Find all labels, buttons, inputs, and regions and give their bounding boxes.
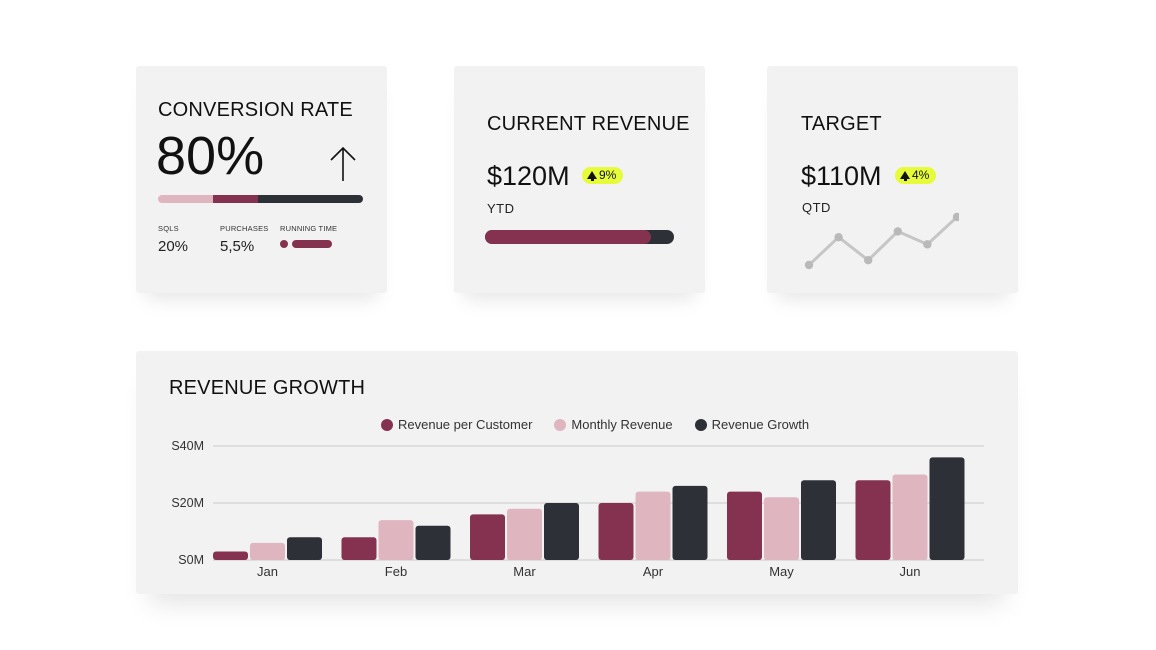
chart-title: REVENUE GROWTH [169,377,366,399]
legend-swatch [694,418,707,431]
revenue-growth-card: REVENUE GROWTH Revenue per Customer Month… [136,351,1018,594]
target-period: QTD [802,200,831,215]
bar [598,503,634,560]
target-amount: $110M [801,161,882,191]
revenue-progress-fill [485,230,652,244]
x-tick-label: May [769,564,794,579]
revenue-progress-track [485,230,674,244]
current-revenue-amount: $120M [487,161,570,191]
legend-label: Revenue per Customer [398,417,533,432]
stat-value-sqls: 20% [158,238,189,255]
legend-label: Revenue Growth [711,417,810,432]
revenue-period: YTD [487,201,515,216]
bar [341,537,377,560]
sparkline-point [834,232,843,242]
stat-label-sqls: SQLS [158,224,179,233]
arrow-up-icon [330,146,356,181]
legend-item: Revenue Growth [694,417,810,432]
bar [250,542,285,560]
chart-legend: Revenue per Customer Monthly Revenue Reven… [381,417,831,434]
conversion-rate-card: CONVERSION RATE 80% SQLS 20% PURCHASES 5… [136,66,387,293]
sparkline-line [807,215,959,267]
bar [764,497,799,560]
stat-label-purchases: PURCHASES [220,224,269,233]
revenue-change-value: 9% [599,168,617,182]
running-time-dot [280,240,288,248]
running-time-indicator [280,240,332,248]
conversion-segment [213,195,259,203]
conversion-segment [158,195,214,203]
x-tick-label: Jun [900,564,921,579]
sparkline-point [804,260,814,270]
legend-item: Monthly Revenue [554,417,673,432]
bar [929,457,965,560]
revenue-change-badge: 9% [582,167,624,184]
legend-item: Revenue per Customer [381,417,532,432]
bar [287,537,322,560]
revenue-growth-chart: S0M S20M S40M Jan Feb Mar Apr May Jun [171,439,984,579]
conversion-rate-title: CONVERSION RATE [158,99,353,121]
y-tick-label: S20M [171,496,204,510]
sparkline-point [864,256,873,265]
x-tick-label: Apr [643,564,664,579]
target-change-badge: 4% [895,167,937,184]
y-tick-label: S0M [178,553,204,567]
stat-value-purchases: 5,5% [220,238,255,255]
bar [855,480,891,560]
target-change-value: 4% [912,168,930,182]
current-revenue-card: CURRENT REVENUE $120M 9% YTD [454,66,705,293]
x-tick-label: Jan [257,564,278,579]
bar [507,508,542,560]
target-card: TARGET $110M 4% QTD [767,66,1018,293]
arrow-up-icon [587,171,597,181]
arrow-up-icon [900,171,910,181]
bar [415,525,451,560]
bar [544,503,579,560]
current-revenue-title: CURRENT REVENUE [487,113,690,135]
bar [378,520,414,560]
sparkline-point [952,212,959,222]
bar [213,551,248,560]
bar [727,491,762,560]
conversion-segment [258,195,363,203]
legend-label: Monthly Revenue [571,417,673,432]
target-title: TARGET [801,113,882,135]
sparkline-point [923,240,932,249]
x-tick-label: Feb [385,564,407,579]
bar [635,491,671,560]
y-tick-label: S40M [171,439,204,453]
bar [672,485,708,560]
bar [892,474,928,560]
bar [470,514,505,560]
target-sparkline [804,212,959,270]
x-tick-label: Mar [513,564,536,579]
conversion-rate-value: 80% [156,126,265,186]
legend-swatch [554,418,567,431]
sparkline-point [893,227,902,236]
legend-swatch [381,418,393,431]
stat-label-running-time: RUNNING TIME [280,224,338,233]
running-time-bar [292,240,332,248]
bar [801,480,836,560]
